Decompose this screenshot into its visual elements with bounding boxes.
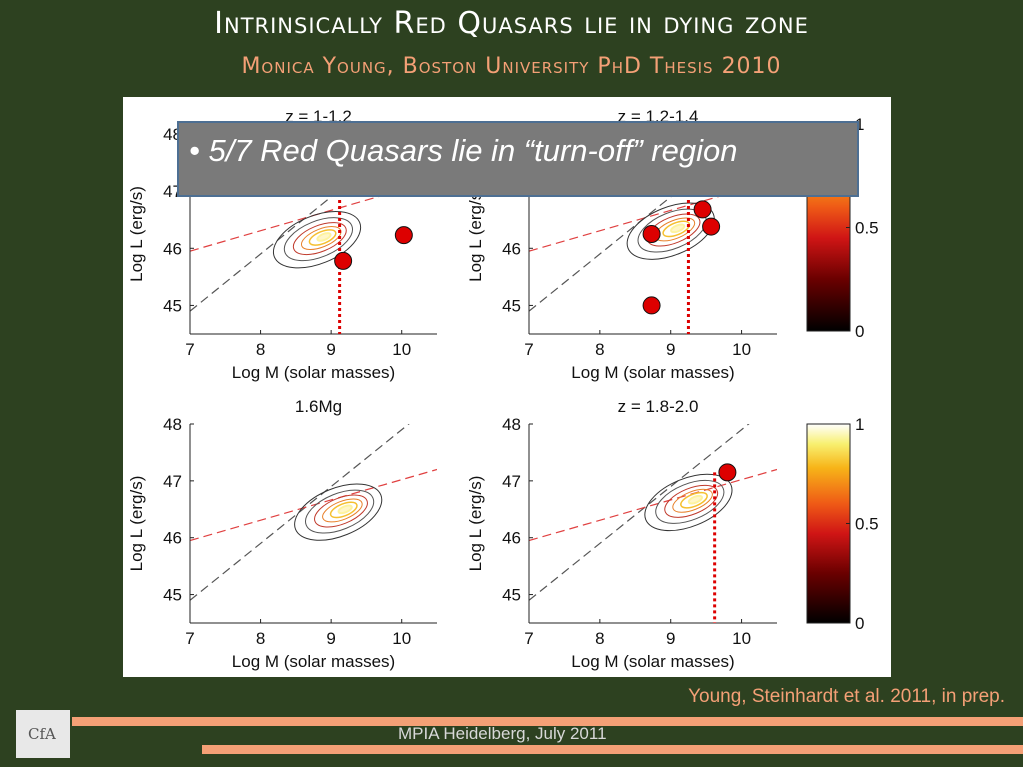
density-contour-level bbox=[337, 504, 353, 515]
density-contour-level bbox=[662, 220, 691, 238]
density-contour-level bbox=[680, 491, 708, 509]
density-contour-level bbox=[272, 211, 362, 269]
colorbar-tick-label: 0 bbox=[855, 322, 864, 341]
footer-bar-bottom bbox=[202, 745, 1023, 754]
density-contours bbox=[272, 211, 362, 269]
colorbar: 10.50 bbox=[806, 415, 879, 633]
y-tick-label: 48 bbox=[502, 415, 521, 434]
callout-text: • 5/7 Red Quasars lie in “turn-off” regi… bbox=[189, 133, 738, 168]
red-quasar-point bbox=[693, 200, 712, 219]
red-quasar-point bbox=[718, 463, 737, 482]
density-contour-level bbox=[316, 232, 332, 242]
red-quasar-point bbox=[394, 226, 413, 245]
density-contour-level bbox=[672, 488, 713, 513]
density-contour-level bbox=[314, 494, 368, 528]
x-tick-label: 7 bbox=[185, 340, 194, 359]
x-tick-label: 10 bbox=[392, 629, 411, 648]
logo-text: CfA bbox=[28, 725, 56, 743]
colorbar-gradient bbox=[806, 423, 851, 624]
density-contour-level bbox=[655, 479, 725, 524]
colorbar-tick-label: 0 bbox=[855, 614, 864, 633]
chart-panel-bottom-left: 7 8 9 10 45 46 47 48 Log M (solar masses) Log L (… bbox=[127, 397, 437, 671]
citation: Young, Steinhardt et al. 2011, in prep. bbox=[688, 686, 1005, 707]
x-tick-label: 9 bbox=[666, 629, 675, 648]
sub-eddington-line bbox=[529, 468, 777, 542]
sub-eddington-line bbox=[190, 468, 437, 542]
footer-text: MPIA Heidelberg, July 2011 bbox=[398, 724, 607, 743]
chart-panel-bottom-right: 7 8 9 10 45 46 47 48 Log M (solar masses) Log L (… bbox=[466, 397, 777, 671]
y-tick-label: 45 bbox=[163, 296, 182, 315]
y-axis-label: Log L (erg/s) bbox=[127, 476, 146, 572]
density-contour-level bbox=[626, 202, 715, 260]
y-tick-label: 45 bbox=[163, 586, 182, 605]
x-tick-label: 10 bbox=[732, 340, 751, 359]
colorbar-tick-label: 0.5 bbox=[855, 219, 879, 238]
x-tick-label: 7 bbox=[524, 340, 533, 359]
x-tick-label: 10 bbox=[732, 629, 751, 648]
density-contour-level bbox=[294, 483, 383, 541]
y-tick-label: 46 bbox=[163, 239, 182, 258]
density-contour-level bbox=[687, 494, 703, 505]
colorbar-tick-label: 0.5 bbox=[855, 515, 879, 534]
x-tick-label: 8 bbox=[595, 340, 604, 359]
density-contour-level bbox=[664, 484, 719, 518]
x-axis-label: Log M (solar masses) bbox=[232, 363, 395, 382]
density-contour-level bbox=[670, 223, 686, 234]
colorbar-tick-label: 1 bbox=[855, 415, 864, 434]
eddington-limit-line bbox=[190, 424, 410, 601]
y-tick-label: 45 bbox=[502, 296, 521, 315]
y-tick-label: 46 bbox=[502, 529, 521, 548]
x-tick-label: 8 bbox=[256, 629, 265, 648]
red-quasar-point bbox=[642, 296, 661, 315]
y-axis-label: Log L (erg/s) bbox=[127, 186, 146, 282]
density-contour-level bbox=[329, 501, 358, 519]
panel-title: z = 1.8-2.0 bbox=[618, 397, 699, 416]
cfa-logo: CfA bbox=[16, 710, 70, 758]
eddington-limit-line bbox=[529, 134, 750, 312]
x-tick-label: 9 bbox=[666, 340, 675, 359]
density-contour-level bbox=[322, 498, 363, 523]
reference-lines bbox=[190, 424, 437, 601]
x-axis-label: Log M (solar masses) bbox=[571, 363, 734, 382]
x-tick-label: 9 bbox=[326, 629, 335, 648]
red-quasar-point bbox=[642, 225, 661, 243]
eddington-limit-line bbox=[190, 134, 410, 312]
panel-title: 1.6Mg bbox=[295, 397, 342, 416]
x-axis-label: Log M (solar masses) bbox=[571, 652, 734, 671]
density-contour-level bbox=[644, 473, 733, 532]
density-contour-level bbox=[283, 217, 353, 262]
slide-title: Intrinsically Red Quasars lie in dying z… bbox=[214, 6, 809, 41]
reference-lines bbox=[529, 424, 777, 601]
red-quasar-point bbox=[702, 217, 721, 236]
eddington-limit-line bbox=[529, 424, 750, 601]
density-contour-level bbox=[305, 489, 375, 534]
red-quasar-point bbox=[334, 251, 353, 270]
y-tick-label: 47 bbox=[502, 472, 521, 491]
colorbar-tick-label: 1 bbox=[855, 115, 864, 134]
y-tick-label: 45 bbox=[502, 586, 521, 605]
x-tick-label: 7 bbox=[185, 629, 194, 648]
y-axis-label: Log L (erg/s) bbox=[466, 186, 485, 282]
x-axis-label: Log M (solar masses) bbox=[232, 652, 395, 671]
x-tick-label: 8 bbox=[595, 629, 604, 648]
density-contour-level bbox=[308, 229, 337, 246]
y-tick-label: 48 bbox=[163, 415, 182, 434]
x-tick-label: 8 bbox=[256, 340, 265, 359]
x-tick-label: 7 bbox=[524, 629, 533, 648]
y-tick-label: 47 bbox=[163, 472, 182, 491]
x-tick-label: 10 bbox=[392, 340, 411, 359]
density-contour-level bbox=[292, 222, 347, 256]
density-contours bbox=[294, 483, 383, 541]
x-tick-label: 9 bbox=[326, 340, 335, 359]
y-tick-label: 46 bbox=[502, 239, 521, 258]
density-contours bbox=[644, 473, 733, 532]
y-axis-label: Log L (erg/s) bbox=[466, 476, 485, 572]
footer-bar-top bbox=[72, 717, 1023, 726]
slide-subtitle: Monica Young, Boston University PhD Thes… bbox=[241, 54, 782, 79]
y-tick-label: 46 bbox=[163, 529, 182, 548]
callout-box: • 5/7 Red Quasars lie in “turn-off” regi… bbox=[177, 121, 859, 197]
